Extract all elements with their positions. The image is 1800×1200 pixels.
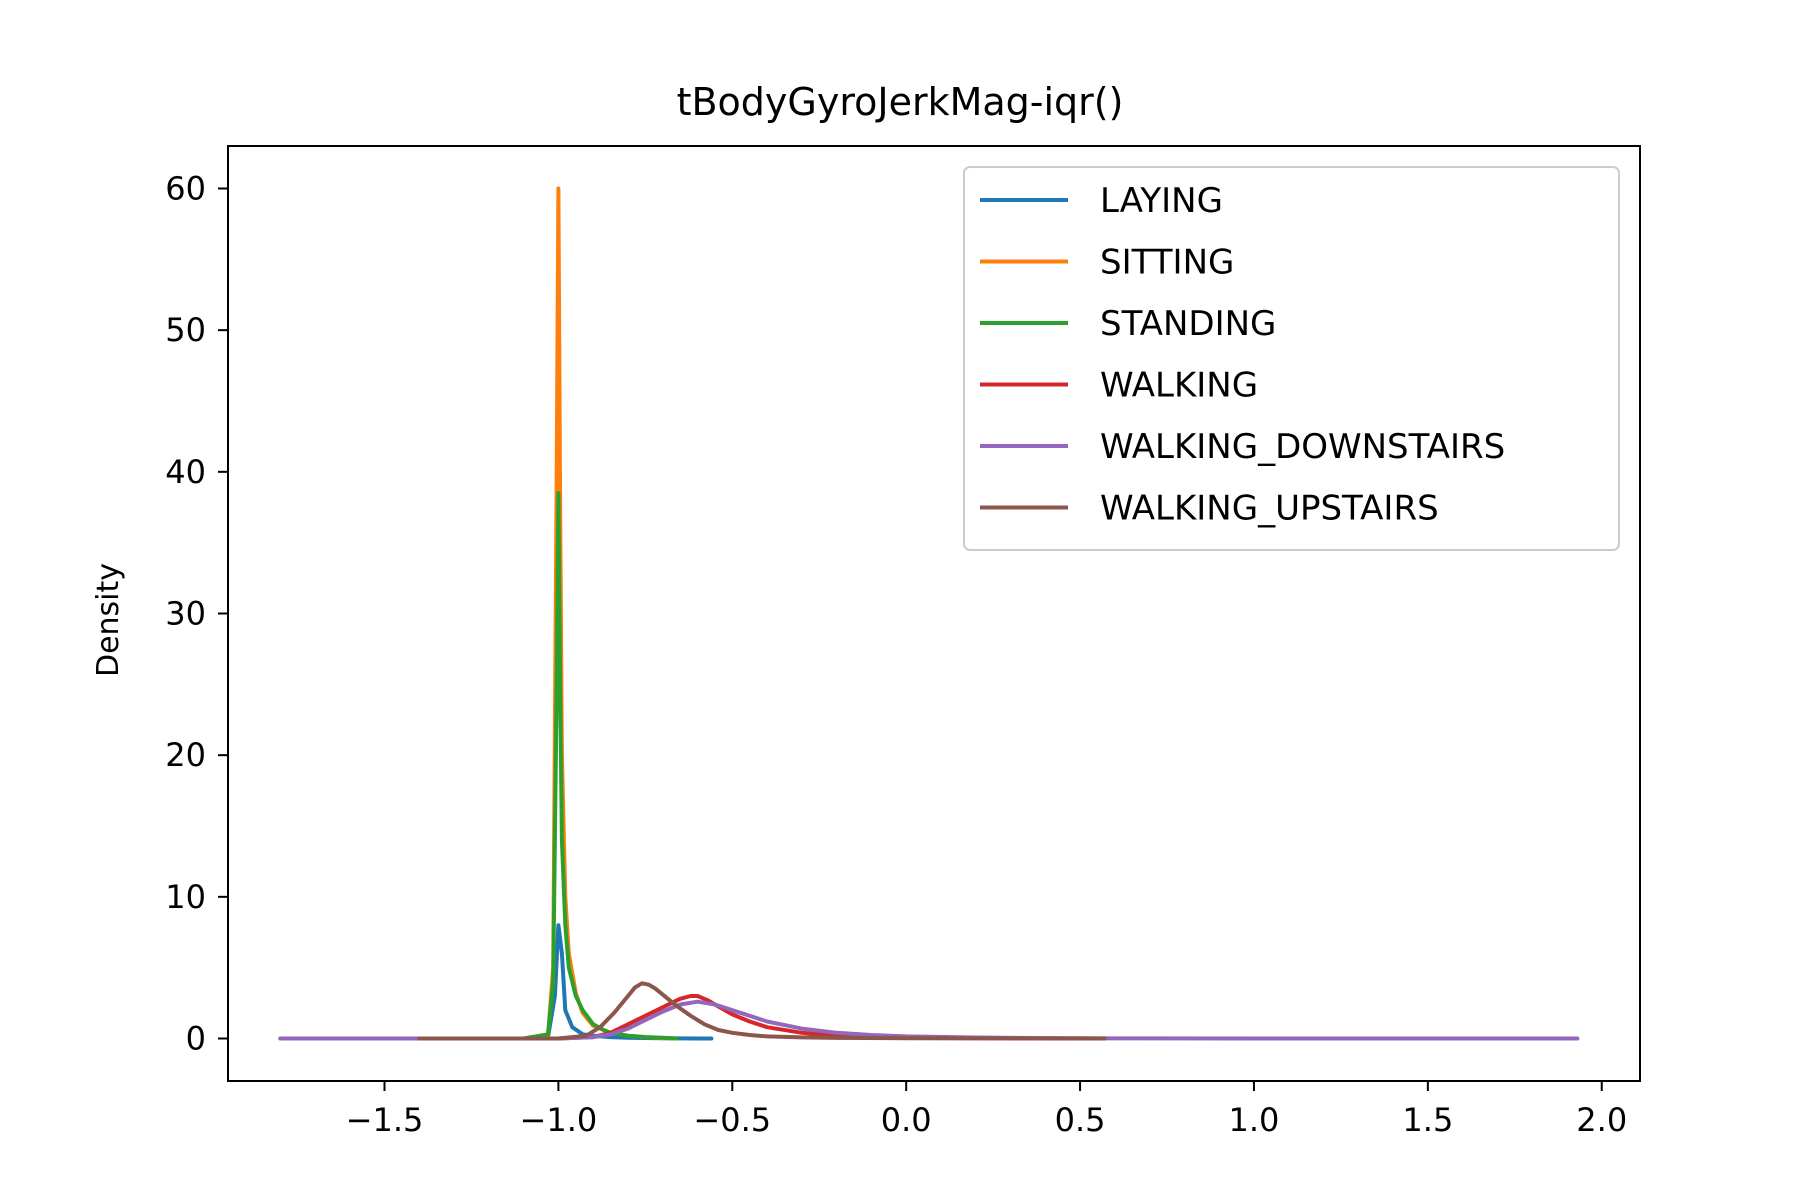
legend-label: SITTING — [1100, 243, 1234, 283]
legend-box — [963, 166, 1620, 551]
y-axis-label: Density — [91, 563, 126, 677]
legend-label: WALKING_DOWNSTAIRS — [1100, 427, 1505, 467]
series-line-walking — [417, 994, 1107, 1041]
series-line-walking-downstairs — [278, 999, 1580, 1041]
x-axis: −1.5 −1.0 −0.5 0.0 0.5 1.0 1.5 2.0 — [346, 1081, 1627, 1139]
chart-title: tBodyGyroJerkMag-iqr() — [677, 80, 1124, 124]
x-tick-label: 0.5 — [1055, 1101, 1106, 1139]
series-line-walking-upstairs — [417, 981, 1107, 1041]
y-axis: 0 10 20 30 40 50 60 — [165, 170, 228, 1058]
x-tick-label: −1.5 — [346, 1101, 424, 1139]
x-tick-label: 1.5 — [1402, 1101, 1453, 1139]
y-tick-label: 40 — [165, 453, 206, 491]
y-tick-label: 0 — [186, 1020, 206, 1058]
series-line-laying — [410, 923, 714, 1041]
y-tick-label: 30 — [165, 595, 206, 633]
series-line-sitting — [417, 186, 679, 1041]
x-tick-label: 2.0 — [1576, 1101, 1627, 1139]
x-tick-label: −1.0 — [520, 1101, 598, 1139]
legend-label: WALKING — [1100, 366, 1258, 406]
y-tick-label: 60 — [165, 170, 206, 208]
legend: LAYING SITTING STANDING WALKING WALKING_DOWN… — [963, 166, 1620, 551]
legend-label: STANDING — [1100, 304, 1276, 344]
y-tick-label: 20 — [165, 736, 206, 774]
x-tick-label: 0.0 — [881, 1101, 932, 1139]
y-tick-label: 10 — [165, 878, 206, 916]
x-tick-label: 1.0 — [1229, 1101, 1280, 1139]
plot-lines — [278, 186, 1580, 1041]
series-line-standing — [417, 491, 679, 1041]
x-tick-label: −0.5 — [693, 1101, 771, 1139]
legend-label: WALKING_UPSTAIRS — [1100, 489, 1439, 529]
legend-label: LAYING — [1100, 181, 1223, 221]
y-tick-label: 50 — [165, 311, 206, 349]
